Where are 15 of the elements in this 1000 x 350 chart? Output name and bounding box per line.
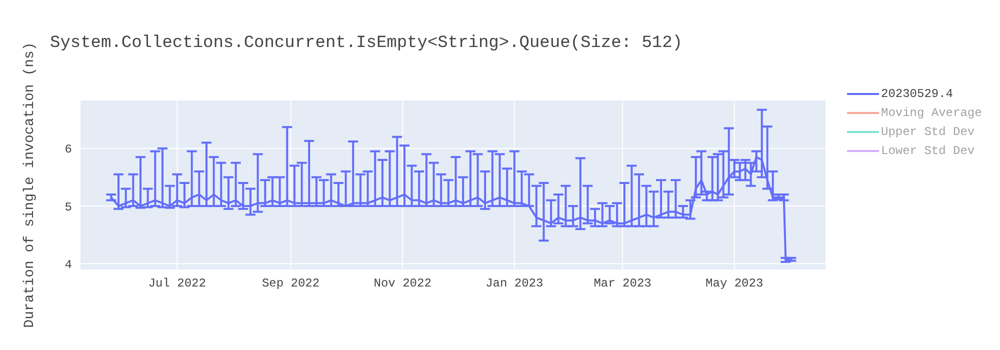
x-tick-label: Jan 2023 [486, 276, 544, 291]
x-tick-label: Nov 2022 [374, 276, 432, 291]
y-tick-label: 4 [64, 258, 72, 272]
legend-label: Moving Average [881, 106, 982, 120]
y-tick-label: 6 [64, 142, 72, 157]
legend-label: 20230529.4 [881, 86, 954, 100]
legend-label: Lower Std Dev [881, 144, 975, 158]
x-tick-label: Sep 2022 [262, 276, 320, 291]
x-tick-label: May 2023 [706, 276, 764, 291]
x-tick-label: Jul 2022 [148, 276, 206, 291]
x-tick-label: Mar 2023 [594, 276, 652, 291]
y-tick-label: 5 [64, 200, 72, 214]
chart-title: System.Collections.Concurrent.IsEmpty<String>.Queue(Size: 512) [50, 34, 683, 53]
y-axis-title: Duration of single invocation (ns) [22, 42, 38, 328]
legend-label: Upper Std Dev [881, 124, 975, 138]
